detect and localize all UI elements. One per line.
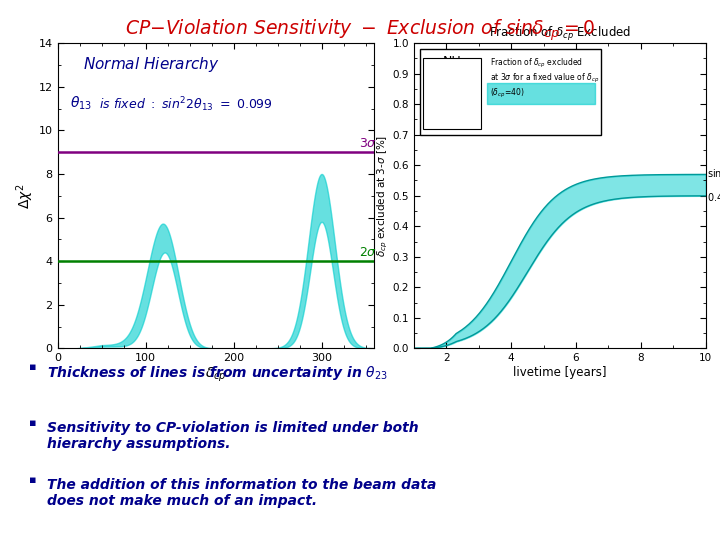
X-axis label: livetime [years]: livetime [years] <box>513 366 606 379</box>
Bar <box>423 58 481 129</box>
X-axis label: $\delta_{cp}$: $\delta_{cp}$ <box>205 366 227 384</box>
Text: ▪: ▪ <box>29 362 36 372</box>
Text: $\it{Normal\ Hierarchy}$: $\it{Normal\ Hierarchy}$ <box>83 56 220 75</box>
Text: Sensitivity to CP-violation is limited under both
hierarchy assumptions.: Sensitivity to CP-violation is limited u… <box>47 421 418 451</box>
Text: $2\sigma$: $2\sigma$ <box>359 246 377 259</box>
Text: Thickness of lines is from uncertainty in $\theta_{23}$: Thickness of lines is from uncertainty i… <box>47 364 387 382</box>
Y-axis label: $\Delta\chi^2$: $\Delta\chi^2$ <box>14 183 36 208</box>
Text: $3\sigma$: $3\sigma$ <box>359 137 377 150</box>
Text: $\mathit{is\ fixed\ :\ sin^22\theta_{13}\ =\ 0.099}$: $\mathit{is\ fixed\ :\ sin^22\theta_{13}… <box>99 95 273 114</box>
Text: $\theta_{13}$: $\theta_{13}$ <box>71 95 92 112</box>
Text: Fraction of $\delta_{cp}$ excluded
at 3$\sigma$ for a fixed value of $\delta_{cp: Fraction of $\delta_{cp}$ excluded at 3$… <box>490 57 599 100</box>
Text: ▪: ▪ <box>29 475 36 485</box>
Y-axis label: $\delta_{cp}$ excluded at 3-$\sigma$ [%]: $\delta_{cp}$ excluded at 3-$\sigma$ [%] <box>375 134 390 257</box>
Text: $\mathit{CP}$$\mathit{-Violation\ Sensitivity\ -\ Exclusion\ of\ sin\delta_{cp}=: $\mathit{CP}$$\mathit{-Violation\ Sensit… <box>125 18 595 43</box>
Text: The addition of this information to the beam data
does not make much of an impac: The addition of this information to the … <box>47 478 436 508</box>
Title: Fraction of $\delta_{cp}$ Excluded: Fraction of $\delta_{cp}$ Excluded <box>489 25 631 43</box>
Text: $\sin^2\ \theta 23 = 0.6$: $\sin^2\ \theta 23 = 0.6$ <box>707 166 720 180</box>
Text: $0.4$: $0.4$ <box>707 191 720 204</box>
Bar <box>420 49 600 135</box>
Text: ▪: ▪ <box>29 418 36 429</box>
Text: NH: NH <box>443 56 462 69</box>
